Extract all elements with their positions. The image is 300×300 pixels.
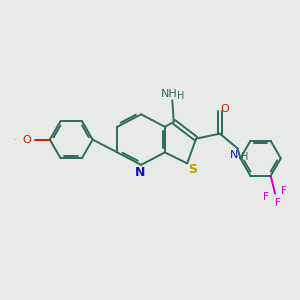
Text: m: m [14,139,16,140]
Text: NH: NH [161,89,178,99]
Text: H: H [177,91,184,101]
Text: O: O [22,135,31,145]
Text: H: H [241,152,248,162]
Text: N: N [230,150,238,160]
Text: O: O [221,104,230,114]
Text: S: S [188,164,197,176]
Text: F: F [263,192,269,202]
Text: F: F [281,186,287,196]
Text: N: N [135,166,145,179]
Text: F: F [274,198,280,208]
